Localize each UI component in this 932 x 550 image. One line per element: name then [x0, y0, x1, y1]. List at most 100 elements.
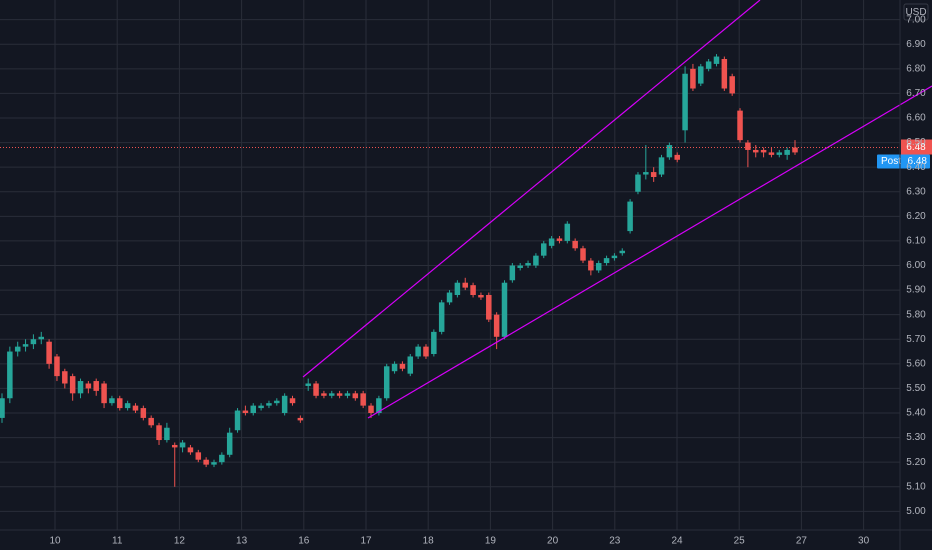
y-tick-label: 5.90 [906, 285, 926, 296]
candle-body [30, 339, 37, 345]
candle-body [745, 142, 751, 150]
candle-body [682, 73, 688, 131]
candle-body [752, 149, 759, 153]
candle-body [203, 459, 209, 465]
candle-body [164, 427, 170, 441]
x-tick-label: 27 [796, 536, 808, 547]
y-tick-label: 7.00 [906, 14, 926, 25]
candle-body [391, 363, 398, 372]
y-tick-label: 6.50 [906, 137, 926, 148]
y-tick-label: 5.00 [906, 506, 926, 517]
x-tick-label: 12 [174, 536, 186, 547]
candle-body [462, 282, 468, 288]
candle-body [635, 174, 641, 192]
candle-body [360, 393, 366, 406]
candle-body [187, 447, 194, 453]
candle-body [219, 454, 225, 463]
candle-body [156, 425, 162, 441]
candle-body [501, 282, 508, 337]
y-tick-label: 6.10 [906, 236, 926, 247]
candle-body [93, 381, 99, 391]
y-tick-label: 6.20 [906, 211, 926, 222]
candle-body [148, 417, 154, 426]
overlay: 6.48 Post 6.48 [0, 139, 932, 169]
candle-body [650, 172, 657, 177]
candle-body [77, 381, 84, 394]
candle-body [588, 260, 594, 271]
x-tick-label: 24 [671, 536, 683, 547]
y-tick-label: 5.70 [906, 334, 926, 345]
candle-body [509, 265, 516, 281]
candle-body [171, 444, 178, 448]
candle-body [792, 147, 798, 153]
y-tick-label: 6.30 [906, 186, 926, 197]
candle-body [399, 363, 406, 369]
candle-body [627, 201, 633, 232]
candle-body [368, 405, 374, 413]
candle-body [179, 442, 186, 448]
candle-body [713, 56, 720, 64]
currency-box[interactable] [903, 3, 929, 21]
y-tick-label: 5.10 [906, 481, 926, 492]
x-tick-label: 23 [609, 536, 621, 547]
candle-body [234, 410, 241, 431]
x-tick-label: 20 [547, 536, 559, 547]
candle-body [541, 243, 547, 256]
candle-body [478, 295, 484, 298]
y-tick-label: 6.80 [906, 63, 926, 74]
candle-body [344, 393, 351, 396]
candle-body [62, 371, 68, 384]
candle-body [517, 265, 523, 268]
y-tick-label: 6.60 [906, 113, 926, 124]
post-price-label: 6.48 [908, 156, 928, 167]
candle-body [768, 152, 775, 155]
y-tick-label: 6.90 [906, 39, 926, 50]
candle-body [22, 344, 29, 347]
candle-body [383, 366, 390, 399]
candle-body [14, 346, 21, 352]
candle-body [336, 393, 343, 396]
last-price-label: 6.48 [906, 142, 926, 153]
candle-body [69, 376, 76, 394]
candle-body [352, 393, 359, 399]
x-tick-label: 10 [49, 536, 61, 547]
candle-body [666, 145, 673, 158]
candle-body [446, 292, 453, 303]
candle-body [674, 154, 680, 160]
candle-body [195, 452, 202, 460]
candle-body [7, 351, 13, 399]
candle-body [297, 417, 304, 421]
candle-body [85, 383, 92, 389]
candle-body [250, 405, 256, 413]
candle-body [407, 356, 414, 374]
candle-body [101, 383, 107, 404]
candle-body [493, 314, 500, 337]
candle-body [486, 295, 492, 320]
candle-body [376, 398, 382, 413]
candle-body [760, 149, 767, 153]
candle-body [572, 240, 578, 249]
candle-body [603, 258, 610, 264]
candle-body [423, 346, 429, 357]
grid [0, 0, 900, 530]
candle-body [470, 285, 476, 295]
candle-body [305, 383, 311, 386]
y-tick-label: 5.80 [906, 309, 926, 320]
channel-upper-line [302, 0, 761, 378]
candle-body [619, 250, 626, 254]
x-tick-label: 13 [236, 536, 248, 547]
candle-body [533, 255, 539, 266]
candle-body [784, 149, 790, 155]
y-tick-label: 5.50 [906, 383, 926, 394]
candle-body [281, 395, 288, 413]
candle-body [643, 172, 649, 175]
candle-body [242, 410, 249, 413]
channel-lower-line [367, 85, 932, 419]
y-tick-label: 6.70 [906, 88, 926, 99]
candle-body [132, 405, 139, 411]
candle-body [266, 403, 272, 406]
candle-body [438, 302, 445, 332]
y-tick-label: 6.40 [906, 162, 926, 173]
y-tick-label: 5.40 [906, 408, 926, 419]
